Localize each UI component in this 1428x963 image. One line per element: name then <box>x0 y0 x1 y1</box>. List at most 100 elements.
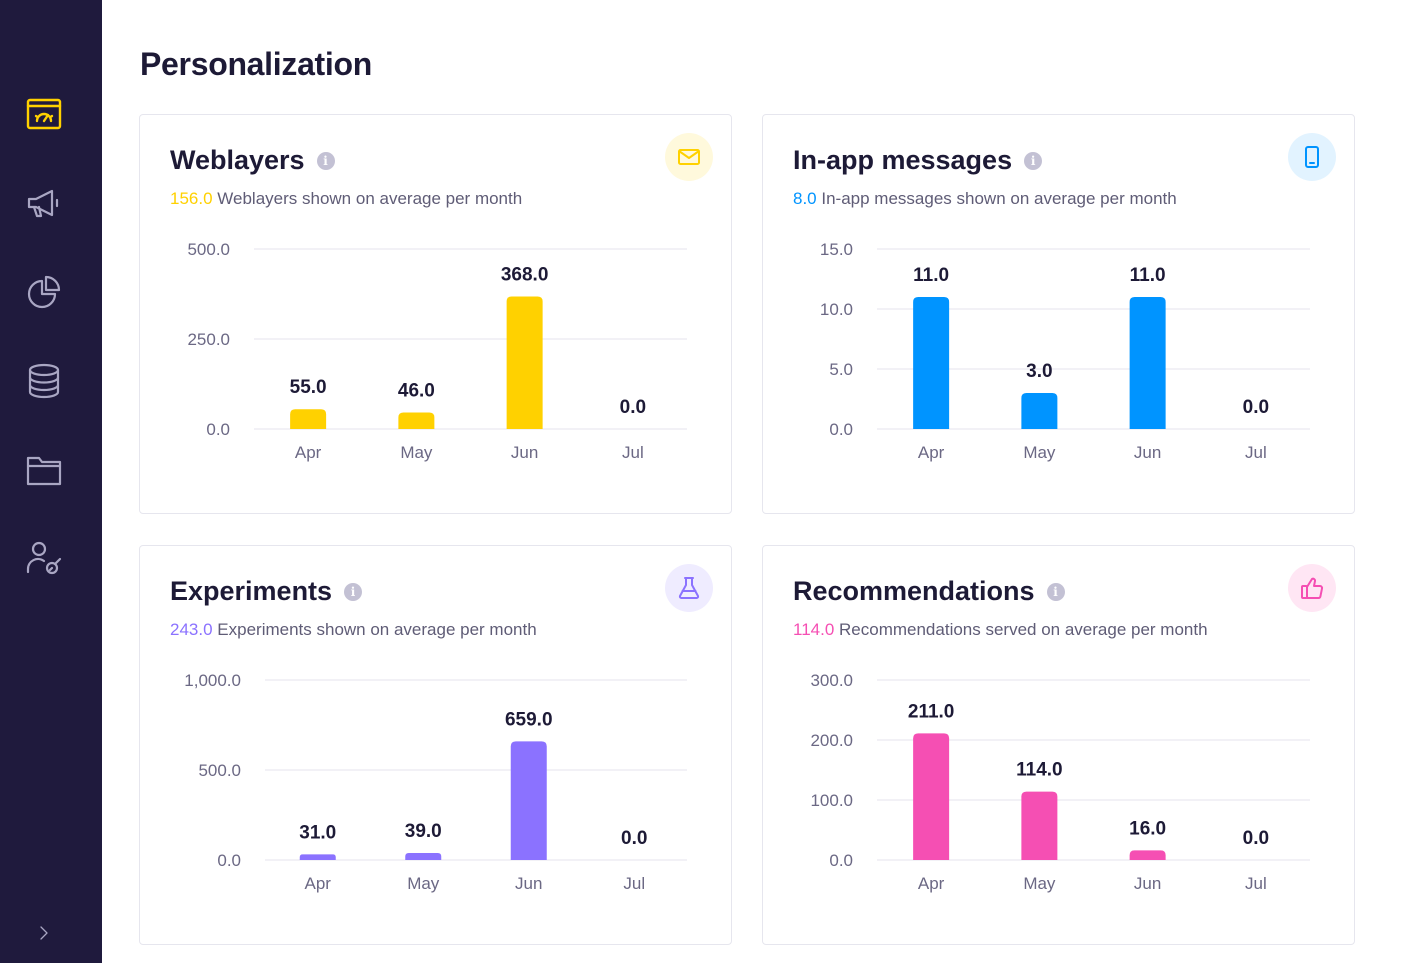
info-icon[interactable]: i <box>1046 582 1065 601</box>
bar <box>1021 393 1058 429</box>
sidebar-item-dashboard[interactable] <box>22 92 66 136</box>
info-icon[interactable]: i <box>316 151 335 170</box>
y-tick-label: 250.0 <box>187 330 230 349</box>
data-label: 0.0 <box>1243 397 1269 418</box>
data-label: 11.0 <box>1130 265 1166 286</box>
average-text: In-app messages shown on average per mon… <box>821 189 1177 208</box>
bar <box>913 297 950 429</box>
bar <box>1129 297 1166 429</box>
bar <box>398 412 435 429</box>
folder-icon <box>26 456 62 486</box>
card-badge <box>1288 133 1336 181</box>
y-tick-label: 10.0 <box>820 300 853 319</box>
x-tick-label: Jul <box>622 443 644 462</box>
average-value: 156.0 <box>170 189 213 208</box>
bar <box>290 409 327 429</box>
card-subtitle: 8.0 In-app messages shown on average per… <box>793 189 1177 209</box>
weblayers-chart: 0.0 250.0 500.0 55.0 Apr 46.0 May 368.0 Jun 0.0 Ju… <box>187 240 687 462</box>
sidebar-item-assets[interactable] <box>22 448 66 492</box>
x-tick-label: Jul <box>623 874 645 893</box>
info-icon[interactable]: i <box>1024 151 1043 170</box>
bar <box>1021 791 1058 860</box>
recommendations-card: Recommendations i 114.0 Recommendations … <box>762 545 1355 945</box>
y-tick-label: 300.0 <box>810 671 853 690</box>
bar <box>506 296 543 429</box>
info-icon[interactable]: i <box>344 582 363 601</box>
card-subtitle: 243.0 Experiments shown on average per m… <box>170 620 537 640</box>
data-label: 0.0 <box>1243 828 1269 849</box>
sidebar-expand-button[interactable] <box>22 911 66 955</box>
bar <box>1129 850 1166 860</box>
sidebar-item-analytics[interactable] <box>22 270 66 314</box>
data-label: 368.0 <box>501 265 549 286</box>
data-label: 659.0 <box>505 709 553 730</box>
sidebar-item-campaigns[interactable] <box>22 181 66 225</box>
bar <box>405 852 442 860</box>
thumbs-up-icon <box>1301 577 1324 599</box>
x-tick-label: Jul <box>1245 874 1267 893</box>
average-value: 243.0 <box>170 620 213 639</box>
x-tick-label: Jul <box>1245 443 1267 462</box>
in-app-messages-card: In-app messages i 8.0 In-app messages sh… <box>762 114 1355 514</box>
card-title: In-app messages <box>793 145 1013 175</box>
data-label: 114.0 <box>1016 760 1063 781</box>
data-label: 11.0 <box>913 265 949 286</box>
recommendations-chart: 0.0 100.0 200.0 300.0 211.0 Apr 114.0 May 16.0 Ju… <box>810 671 1310 893</box>
bar <box>913 733 950 860</box>
sidebar-item-settings[interactable] <box>22 537 66 581</box>
data-label: 46.0 <box>398 380 435 401</box>
x-tick-label: May <box>407 874 440 893</box>
mail-icon <box>678 149 700 165</box>
average-text: Recommendations served on average per mo… <box>839 620 1208 639</box>
megaphone-icon <box>27 189 59 218</box>
y-tick-label: 15.0 <box>820 240 853 259</box>
x-tick-label: Apr <box>918 443 945 462</box>
experiments-chart: 0.0 500.0 1,000.0 31.0 Apr 39.0 May 659.0 Jun 0.0… <box>184 671 687 893</box>
database-icon <box>28 363 60 399</box>
y-tick-label: 200.0 <box>810 731 853 750</box>
y-tick-label: 5.0 <box>829 360 853 379</box>
average-value: 8.0 <box>793 189 817 208</box>
sidebar-item-data[interactable] <box>22 359 66 403</box>
x-tick-label: May <box>400 443 433 462</box>
y-tick-label: 1,000.0 <box>184 671 241 690</box>
mobile-icon <box>1305 146 1319 168</box>
x-tick-label: Jun <box>511 443 538 462</box>
average-text: Experiments shown on average per month <box>217 620 537 639</box>
x-tick-label: Apr <box>918 874 945 893</box>
card-title: Recommendations <box>793 576 1035 606</box>
y-tick-label: 500.0 <box>198 761 241 780</box>
data-label: 3.0 <box>1026 361 1052 382</box>
weblayers-card: Weblayers i 156.0 Weblayers shown on ave… <box>139 114 732 514</box>
x-tick-label: Apr <box>295 443 322 462</box>
bar <box>510 741 547 860</box>
data-label: 16.0 <box>1129 818 1166 839</box>
data-label: 0.0 <box>621 828 647 849</box>
data-label: 39.0 <box>405 821 442 842</box>
chevron-right-icon <box>40 926 48 940</box>
card-badge <box>665 133 713 181</box>
x-tick-label: Jun <box>1134 443 1161 462</box>
user-settings-icon <box>26 541 62 575</box>
card-title: Experiments <box>170 576 333 606</box>
pie-chart-icon <box>27 275 61 309</box>
y-tick-label: 0.0 <box>829 420 853 439</box>
dashboard-icon <box>26 98 62 130</box>
card-title: Weblayers <box>170 145 305 175</box>
y-tick-label: 0.0 <box>829 851 853 870</box>
card-subtitle: 156.0 Weblayers shown on average per mon… <box>170 189 522 209</box>
average-value: 114.0 <box>793 620 835 639</box>
in-app-messages-chart: 0.0 5.0 10.0 15.0 11.0 Apr 3.0 May 11.0 Jun 0.0 Jul <box>820 240 1310 462</box>
experiments-card: Experiments i 243.0 Experiments shown on… <box>139 545 732 945</box>
y-tick-label: 100.0 <box>810 791 853 810</box>
y-tick-label: 0.0 <box>217 851 241 870</box>
x-tick-label: Apr <box>305 874 332 893</box>
data-label: 55.0 <box>290 377 327 398</box>
card-badge <box>1288 564 1336 612</box>
sidebar <box>0 0 102 963</box>
card-badge <box>665 564 713 612</box>
data-label: 0.0 <box>620 397 646 418</box>
y-tick-label: 500.0 <box>187 240 230 259</box>
data-label: 31.0 <box>299 822 336 843</box>
x-tick-label: May <box>1023 443 1056 462</box>
